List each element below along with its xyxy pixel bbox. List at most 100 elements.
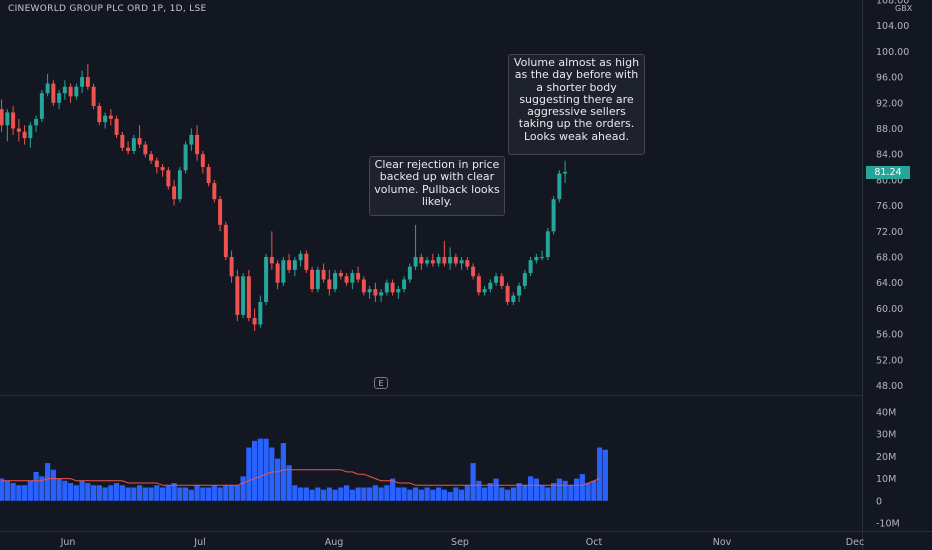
candle-body: [258, 301, 263, 325]
volume-bar: [177, 487, 183, 501]
volume-bar: [401, 487, 407, 501]
candle-body: [292, 260, 297, 270]
candle-body: [183, 144, 188, 171]
candle-body: [361, 279, 366, 293]
candle-body: [160, 167, 165, 171]
candle-body: [11, 112, 16, 129]
volume-tick-label: 0: [876, 496, 882, 507]
candle: [310, 266, 315, 293]
earnings-marker[interactable]: E: [374, 377, 388, 389]
candle: [149, 150, 154, 164]
candle: [545, 228, 550, 261]
time-axis-ticks[interactable]: Jun Jul Aug Sep Oct Nov Dec: [60, 537, 865, 548]
volume-bar: [62, 480, 68, 501]
volume-bar: [183, 487, 189, 501]
candle-body: [62, 86, 67, 94]
candle-body: [212, 183, 217, 200]
volume-bar: [286, 465, 292, 501]
price-tick-label: 68.00: [876, 253, 903, 264]
candle: [57, 89, 62, 110]
candle: [195, 125, 200, 161]
candle: [229, 250, 234, 283]
candle-body: [85, 77, 90, 87]
candle-body: [154, 160, 159, 168]
volume-bar: [361, 487, 367, 501]
candle: [344, 273, 349, 286]
volume-bar: [556, 478, 562, 501]
candle: [91, 83, 96, 110]
candle: [505, 282, 510, 306]
candle: [407, 263, 412, 283]
annotation-aggressive-sellers[interactable]: Volume almost as high as the day before …: [508, 54, 645, 155]
candle: [333, 269, 338, 293]
volume-bar: [476, 480, 482, 501]
volume-bar: [27, 480, 33, 501]
candle: [183, 141, 188, 174]
candle: [22, 125, 27, 145]
candle: [465, 257, 470, 270]
volume-bar: [56, 478, 62, 501]
volume-bar: [367, 487, 373, 501]
candle: [172, 179, 177, 206]
volume-bar: [505, 489, 511, 501]
candle-body: [281, 260, 286, 283]
candle: [120, 131, 125, 151]
candle-body: [482, 289, 487, 293]
candle-body: [333, 273, 338, 290]
candle-body: [16, 128, 21, 132]
candle-body: [0, 109, 4, 126]
candle: [258, 295, 263, 328]
candle: [97, 102, 102, 126]
candle: [212, 179, 217, 203]
candle: [534, 253, 539, 264]
volume-bar: [200, 487, 206, 501]
price-axis-ticks[interactable]: 108.00 104.00 100.00 96.00 92.00 88.00 84.00 80…: [876, 0, 909, 392]
candle: [476, 273, 481, 296]
candle-body: [534, 257, 539, 261]
candle-body: [373, 289, 378, 296]
volume-bar: [73, 485, 79, 501]
volume-bar: [292, 485, 298, 501]
volume-bar: [441, 489, 447, 501]
volume-bar: [33, 471, 39, 501]
candle: [264, 253, 269, 306]
volume-bar: [390, 478, 396, 501]
candle: [85, 64, 90, 90]
volume-bar: [165, 485, 171, 501]
price-tick-label: 104.00: [876, 21, 909, 32]
volume-tick-label: -10M: [876, 519, 900, 530]
candle: [218, 195, 223, 232]
price-tick-label: 48.00: [876, 381, 903, 392]
volume-bar: [154, 485, 160, 501]
candle: [269, 231, 274, 270]
annotation-rejection[interactable]: Clear rejection in price backed up with …: [369, 156, 505, 216]
candle-body: [563, 171, 568, 174]
volume-bar: [407, 489, 413, 501]
candle-body: [442, 257, 447, 264]
volume-bar: [591, 480, 597, 501]
candle-body: [45, 83, 50, 94]
candle: [356, 266, 361, 283]
volume-bar: [516, 483, 522, 501]
volume-ma-series: [1, 469, 600, 486]
volume-bar: [160, 487, 166, 501]
volume-bar: [418, 489, 424, 501]
candle-body: [356, 273, 361, 280]
candle: [281, 257, 286, 286]
candle: [5, 109, 10, 142]
candle-body: [407, 266, 412, 280]
candle: [241, 273, 246, 319]
volume-bar: [424, 487, 430, 501]
candle-body: [195, 134, 200, 155]
volume-bar: [0, 478, 5, 501]
candle-body: [39, 93, 44, 119]
candle: [298, 250, 303, 267]
volume-axis-ticks[interactable]: 40M 30M 20M 10M 0 -10M: [876, 408, 900, 530]
volume-bar: [16, 485, 22, 501]
candle: [287, 253, 292, 274]
time-tick-label: Jul: [193, 537, 205, 548]
volume-bar: [234, 485, 240, 501]
candle-body: [143, 144, 148, 155]
volume-bar: [436, 487, 442, 501]
